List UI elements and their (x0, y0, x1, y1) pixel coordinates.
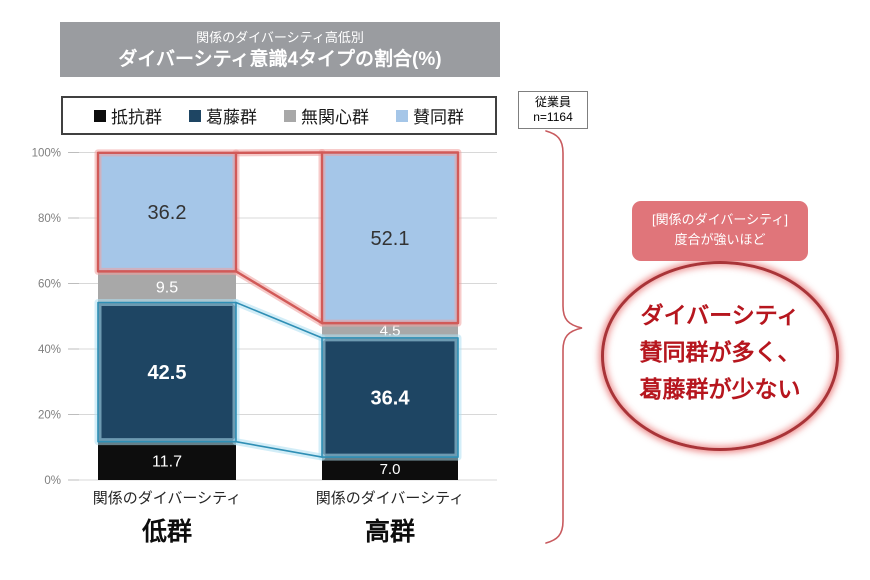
annotation-circle-line2: 賛同群が多く、 (639, 339, 801, 365)
svg-text:36.4: 36.4 (371, 387, 411, 409)
legend-item-kattou: 葛藤群 (189, 103, 257, 128)
sample-size-box: 従業員 n=1164 (518, 91, 588, 129)
legend-swatch-icon (396, 109, 408, 122)
annotation-tag-line1: [関係のダイバーシティ] (652, 212, 788, 227)
legend-label: 葛藤群 (206, 108, 257, 127)
svg-text:関係のダイバーシティ: 関係のダイバーシティ (316, 490, 465, 507)
svg-text:36.2: 36.2 (148, 202, 187, 224)
legend-item-sandou: 賛同群 (396, 103, 464, 128)
chart-title-banner: 関係のダイバーシティ高低別 ダイバーシティ意識4タイプの割合(%) (60, 22, 500, 77)
legend-swatch-icon (284, 109, 296, 122)
sample-n-value: n=1164 (533, 110, 573, 124)
svg-text:60%: 60% (38, 279, 61, 291)
legend-label: 無関心群 (301, 108, 369, 127)
svg-text:20%: 20% (38, 410, 61, 422)
legend-label: 賛同群 (413, 108, 464, 127)
sample-group-label: 従業員 (534, 95, 571, 109)
annotation-circle: ダイバーシティ 賛同群が多く、 葛藤群が少ない (601, 261, 839, 451)
svg-text:0%: 0% (44, 475, 61, 487)
legend-item-mukanshin: 無関心群 (284, 103, 369, 128)
svg-text:低群: 低群 (141, 518, 192, 546)
svg-text:関係のダイバーシティ: 関係のダイバーシティ (93, 490, 242, 507)
svg-text:9.5: 9.5 (156, 280, 178, 297)
svg-text:高群: 高群 (365, 517, 415, 546)
svg-text:11.7: 11.7 (152, 453, 182, 470)
chart-title: ダイバーシティ意識4タイプの割合(%) (118, 49, 442, 70)
chart-plot-area: 0%20%40%60%80%100%11.7 7.042.536.49.54.53… (32, 148, 497, 546)
legend: 抵抗群 葛藤群 無関心群 賛同群 (61, 96, 497, 135)
curly-brace (545, 130, 583, 544)
annotation-circle-line1: ダイバーシティ (640, 302, 800, 328)
svg-text:100%: 100% (32, 148, 61, 160)
annotation-tag-line2: 度合が強いほど (674, 232, 766, 247)
svg-text:40%: 40% (38, 344, 61, 356)
svg-text:42.5: 42.5 (148, 362, 187, 384)
chart-subtitle: 関係のダイバーシティ高低別 (196, 30, 364, 45)
legend-swatch-icon (94, 109, 106, 122)
legend-item-teikou: 抵抗群 (94, 103, 162, 128)
legend-label: 抵抗群 (111, 108, 162, 127)
annotation-tag-box: [関係のダイバーシティ] 度合が強いほど (632, 201, 808, 261)
annotation-circle-line3: 葛藤群が少ない (639, 376, 801, 402)
legend-swatch-icon (189, 109, 201, 122)
svg-text:7.0: 7.0 (380, 461, 401, 478)
svg-text:52.1: 52.1 (371, 228, 410, 250)
svg-text:80%: 80% (38, 213, 61, 225)
